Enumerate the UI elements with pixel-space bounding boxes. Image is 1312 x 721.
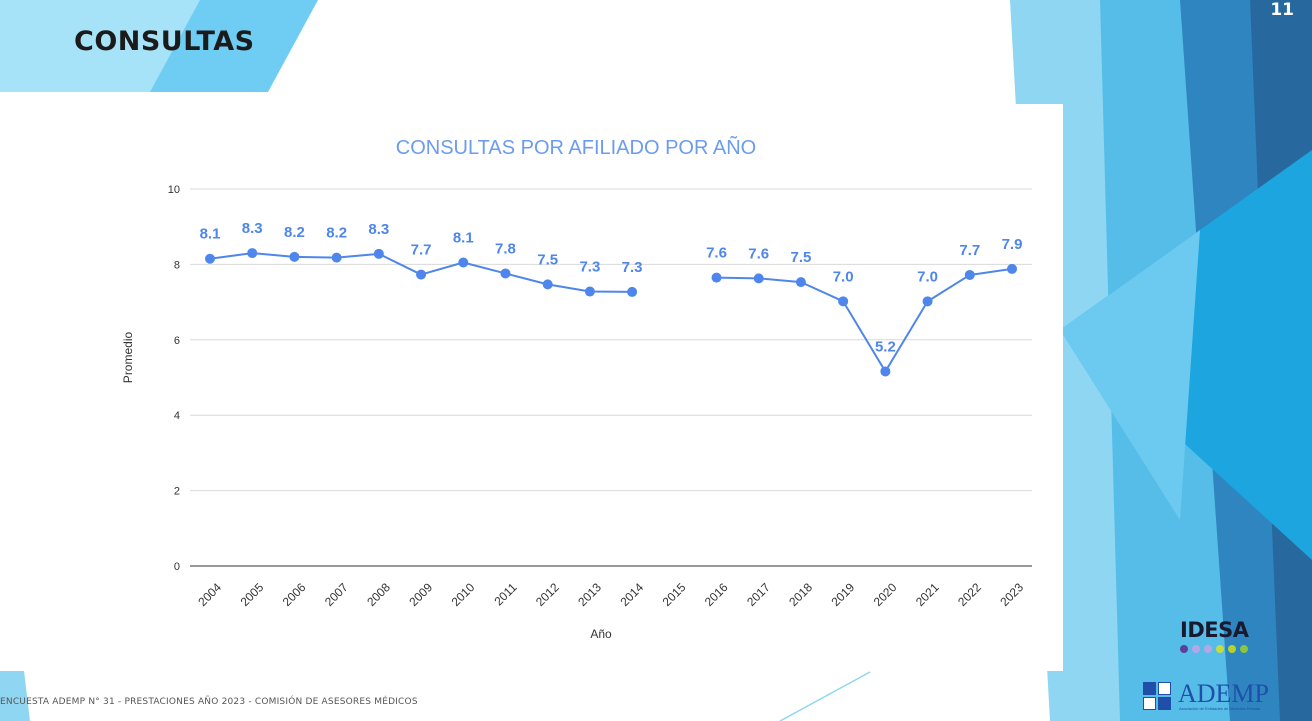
x-tick-label: 2005 [238, 580, 267, 609]
idesa-dot-5 [1240, 645, 1248, 653]
x-tick-label: 2019 [828, 580, 857, 609]
data-point [331, 252, 342, 263]
x-tick-label: 2022 [955, 580, 984, 609]
data-point [205, 253, 215, 264]
x-tick-label: 2010 [449, 580, 478, 609]
x-tick-label: 2009 [406, 580, 435, 609]
data-point [1007, 263, 1017, 274]
chart-panel: CONSULTAS POR AFILIADO POR AÑO 0 2 4 6 8 10 Pro… [0, 104, 1063, 671]
data-point [542, 279, 553, 290]
idesa-dot-4 [1228, 645, 1236, 653]
y-tick-label: 8 [174, 259, 180, 271]
chart: CONSULTAS POR AFILIADO POR AÑO 0 2 4 6 8 10 Pro… [121, 135, 1032, 641]
data-point [500, 268, 511, 279]
footer-text: ENCUESTA ADEMP N° 31 - PRESTACIONES AÑO … [0, 697, 418, 707]
ademp-logo-subtext: Asociación de Entidades de Medicina Priv… [1179, 706, 1261, 711]
bottom-line [779, 671, 871, 721]
data-label: 7.6 [706, 245, 727, 262]
data-point [247, 248, 258, 259]
ademp-logo-text: ADEMP [1178, 679, 1270, 708]
data-point [711, 272, 722, 283]
x-tick-label: 2011 [491, 580, 519, 608]
data-point [964, 269, 975, 280]
x-tick-label: 2015 [660, 580, 689, 609]
data-label: 7.3 [579, 259, 600, 276]
x-tick-label: 2006 [280, 580, 309, 609]
slide-title: CONSULTAS [74, 26, 255, 57]
idesa-logo-dots [1180, 645, 1270, 653]
x-tick-label: 2023 [997, 580, 1026, 609]
data-point [838, 296, 849, 307]
data-label: 8.3 [242, 220, 263, 237]
data-label: 8.1 [200, 226, 221, 243]
data-label: 7.3 [622, 259, 643, 276]
data-label: 7.5 [537, 251, 558, 268]
idesa-dot-3 [1216, 645, 1224, 653]
x-axis-label: Año [590, 627, 612, 641]
y-axis-label: Promedio [121, 331, 135, 383]
x-tick-label: 2021 [913, 580, 942, 609]
x-tick-label: 2012 [533, 580, 562, 609]
y-tick-label: 6 [174, 335, 180, 347]
x-tick-label: 2014 [617, 580, 646, 609]
data-label: 8.1 [453, 230, 474, 247]
series-line [716, 267, 1013, 373]
data-point [373, 248, 384, 259]
data-point [795, 277, 806, 288]
y-tick-label: 4 [174, 410, 180, 422]
x-tick-label: 2008 [364, 580, 393, 609]
idesa-dot-1 [1192, 645, 1200, 653]
ademp-mark-icon [1143, 682, 1173, 712]
idesa-logo-text: IDESA [1180, 618, 1249, 642]
data-label: 7.7 [411, 242, 432, 259]
y-tick-label: 2 [174, 486, 180, 498]
chart-title: CONSULTAS POR AFILIADO POR AÑO [396, 135, 756, 159]
data-label: 7.8 [495, 240, 516, 257]
ademp-logo: ADEMP Asociación de Entidades de Medicin… [1143, 679, 1303, 716]
data-label: 7.7 [959, 242, 980, 259]
x-tick-label: 2013 [575, 580, 604, 609]
data-label: 8.2 [284, 224, 305, 241]
data-point [922, 296, 933, 307]
data-label: 8.2 [326, 225, 347, 242]
data-label: 8.3 [368, 221, 389, 238]
y-tick-label: 0 [174, 561, 180, 573]
x-tick-label: 2004 [195, 580, 224, 609]
idesa-dot-0 [1180, 645, 1188, 653]
data-point [880, 366, 891, 377]
data-point [584, 286, 595, 297]
data-label: 7.0 [833, 268, 854, 285]
x-tick-label: 2016 [702, 580, 731, 609]
y-tick-label: 10 [168, 184, 180, 196]
idesa-logo: IDESA [1180, 618, 1270, 664]
data-point [627, 286, 638, 297]
data-point [458, 257, 469, 268]
page-number: 11 [1270, 0, 1294, 20]
idesa-dot-2 [1204, 645, 1212, 653]
x-tick-label: 2007 [322, 580, 351, 609]
right-arrow-highlight [1060, 230, 1200, 520]
data-label: 7.0 [917, 268, 938, 285]
data-label: 7.9 [1002, 236, 1023, 253]
data-point [289, 251, 300, 262]
data-point [416, 269, 427, 280]
x-tick-label: 2020 [871, 580, 900, 609]
data-label: 5.2 [875, 338, 896, 355]
data-point [753, 273, 764, 284]
x-tick-label: 2017 [744, 580, 773, 609]
data-label: 7.6 [748, 245, 769, 262]
x-tick-label: 2018 [786, 580, 815, 609]
data-label: 7.5 [791, 249, 812, 266]
title-banner-highlight [0, 0, 200, 92]
